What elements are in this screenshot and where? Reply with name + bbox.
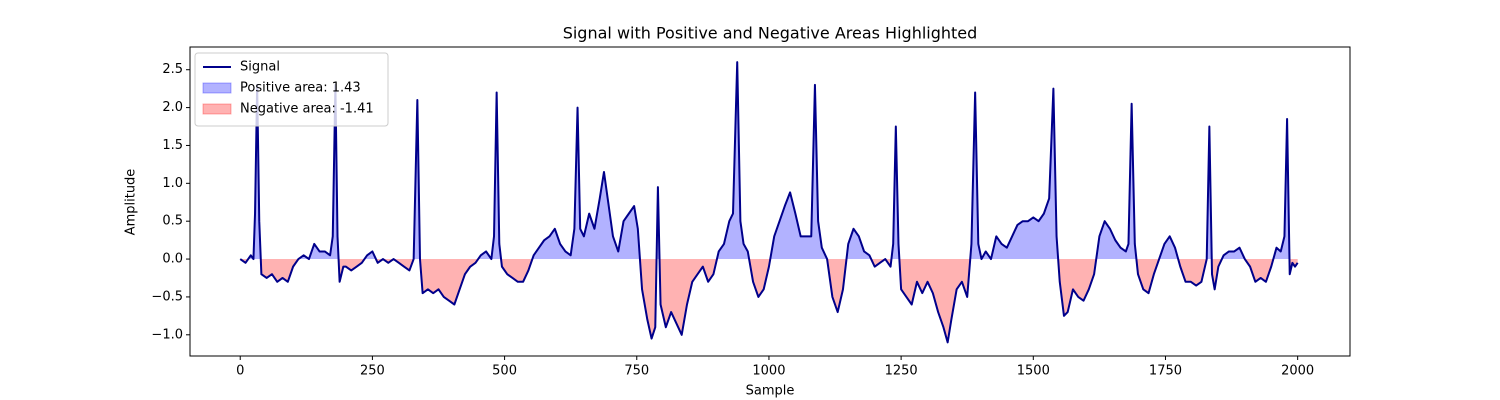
- y-tick-label: 0.5: [162, 214, 183, 229]
- y-tick-label: 1.5: [162, 138, 183, 153]
- signal-line: [239, 61, 1299, 344]
- positive-area: [248, 62, 1290, 260]
- legend-label: Positive area: 1.43: [240, 81, 361, 96]
- y-axis-label: Amplitude: [124, 169, 139, 236]
- x-tick-label: 500: [492, 364, 517, 379]
- x-tick-label: 1250: [885, 364, 918, 379]
- y-tick-label: 0.0: [162, 252, 183, 267]
- y-tick-label: 1.0: [162, 176, 183, 191]
- x-axis-label: Sample: [746, 384, 795, 399]
- legend-patch: [202, 103, 232, 115]
- chart-title: Signal with Positive and Negative Areas …: [563, 24, 978, 43]
- legend-label: Negative area: -1.41: [240, 102, 374, 117]
- x-tick-label: 0: [236, 364, 244, 379]
- y-tick-label: −1.0: [151, 327, 183, 342]
- legend-patch: [202, 82, 232, 94]
- x-tick-label: 1750: [1149, 364, 1182, 379]
- x-tick-label: 250: [360, 364, 385, 379]
- y-tick-label: 2.5: [162, 62, 183, 77]
- y-tick-label: −0.5: [151, 289, 183, 304]
- plot-frame: [189, 46, 1351, 357]
- y-tick-label: 2.0: [162, 100, 183, 115]
- legend-box: [194, 52, 389, 127]
- x-tick-label: 750: [624, 364, 649, 379]
- x-tick-label: 1500: [1017, 364, 1050, 379]
- x-tick-label: 1000: [752, 364, 785, 379]
- x-tick-label: 2000: [1281, 364, 1314, 379]
- negative-area: [240, 259, 1298, 343]
- legend-label: Signal: [240, 60, 280, 75]
